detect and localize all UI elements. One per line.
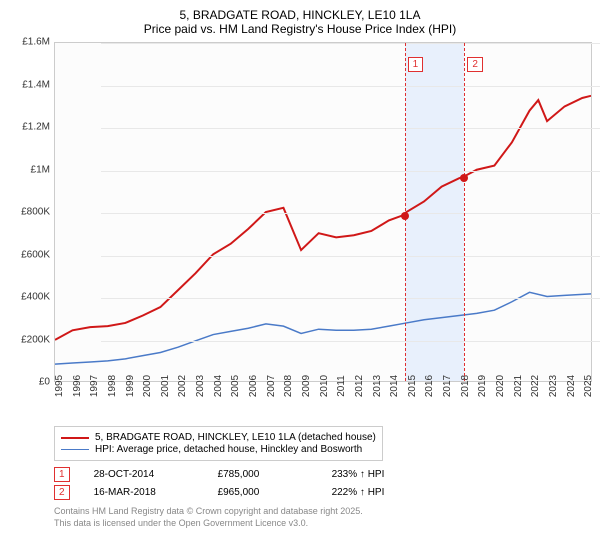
footer-line-1: Contains HM Land Registry data © Crown c… [54, 506, 592, 518]
footer-line-2: This data is licensed under the Open Gov… [54, 518, 592, 530]
ref-label: 2 [467, 57, 483, 72]
y-tick-label: £1M [31, 164, 50, 175]
gridline [101, 256, 600, 257]
data-row: 1 28-OCT-2014 £785,000 233% ↑ HPI [54, 467, 592, 482]
x-tick-label: 1996 [72, 375, 83, 397]
data-row-price: £965,000 [218, 487, 308, 498]
x-tick-label: 2002 [177, 375, 188, 397]
data-row-delta: 222% ↑ HPI [332, 487, 385, 498]
data-row-date: 28-OCT-2014 [94, 469, 194, 480]
x-tick-label: 2021 [513, 375, 524, 397]
chart: £0£200K£400K£600K£800K£1M£1.2M£1.4M£1.6M… [8, 42, 592, 422]
legend-label-property: 5, BRADGATE ROAD, HINCKLEY, LE10 1LA (de… [95, 432, 376, 443]
gridline [101, 298, 600, 299]
x-tick-label: 2006 [248, 375, 259, 397]
x-tick-label: 2005 [230, 375, 241, 397]
plot-area: 12 [54, 42, 592, 382]
ref-label: 1 [408, 57, 424, 72]
gridline [101, 43, 600, 44]
y-tick-label: £1.4M [22, 79, 50, 90]
data-row-delta: 233% ↑ HPI [332, 469, 385, 480]
x-tick-label: 2000 [142, 375, 153, 397]
gridline [101, 86, 600, 87]
y-tick-label: £600K [21, 249, 50, 260]
gridline [101, 341, 600, 342]
y-tick-label: £1.2M [22, 122, 50, 133]
x-tick-label: 2010 [319, 375, 330, 397]
x-tick-label: 2018 [460, 375, 471, 397]
x-tick-label: 2008 [283, 375, 294, 397]
x-tick-label: 2001 [160, 375, 171, 397]
y-axis: £0£200K£400K£600K£800K£1M£1.2M£1.4M£1.6M [8, 42, 54, 382]
x-tick-label: 2003 [195, 375, 206, 397]
y-tick-label: £800K [21, 207, 50, 218]
legend-swatch-hpi [61, 449, 89, 451]
data-row: 2 16-MAR-2018 £965,000 222% ↑ HPI [54, 485, 592, 500]
x-tick-label: 2020 [495, 375, 506, 397]
x-tick-label: 2017 [442, 375, 453, 397]
x-tick-label: 2019 [477, 375, 488, 397]
data-row-id: 1 [54, 467, 70, 482]
marker [401, 212, 409, 220]
legend-swatch-property [61, 437, 89, 439]
x-tick-label: 2023 [548, 375, 559, 397]
x-tick-label: 2022 [530, 375, 541, 397]
marker [460, 174, 468, 182]
x-axis: 1995199619971998199920002001200220032004… [54, 382, 592, 422]
x-tick-label: 2024 [566, 375, 577, 397]
legend-label-hpi: HPI: Average price, detached house, Hinc… [95, 444, 362, 455]
x-tick-label: 1995 [54, 375, 65, 397]
legend-item-hpi: HPI: Average price, detached house, Hinc… [61, 444, 376, 455]
x-tick-label: 1998 [107, 375, 118, 397]
series-property [55, 96, 591, 340]
gridline [101, 171, 600, 172]
x-tick-label: 2016 [424, 375, 435, 397]
gridline [101, 128, 600, 129]
x-tick-label: 2015 [407, 375, 418, 397]
x-tick-label: 1997 [89, 375, 100, 397]
data-row-id: 2 [54, 485, 70, 500]
x-tick-label: 2009 [301, 375, 312, 397]
data-row-price: £785,000 [218, 469, 308, 480]
x-tick-label: 1999 [125, 375, 136, 397]
data-row-date: 16-MAR-2018 [94, 487, 194, 498]
data-table: 1 28-OCT-2014 £785,000 233% ↑ HPI 2 16-MAR-20… [54, 467, 592, 500]
y-tick-label: £1.6M [22, 37, 50, 48]
ref-line [464, 43, 465, 381]
x-tick-label: 2012 [354, 375, 365, 397]
x-tick-label: 2004 [213, 375, 224, 397]
legend: 5, BRADGATE ROAD, HINCKLEY, LE10 1LA (de… [54, 426, 383, 461]
x-tick-label: 2013 [372, 375, 383, 397]
x-tick-label: 2014 [389, 375, 400, 397]
title-line-1: 5, BRADGATE ROAD, HINCKLEY, LE10 1LA [8, 8, 592, 22]
series-hpi [55, 292, 591, 364]
x-tick-label: 2007 [266, 375, 277, 397]
x-tick-label: 2025 [583, 375, 594, 397]
gridline [101, 213, 600, 214]
title-line-2: Price paid vs. HM Land Registry's House … [8, 22, 592, 36]
legend-item-property: 5, BRADGATE ROAD, HINCKLEY, LE10 1LA (de… [61, 432, 376, 443]
y-tick-label: £400K [21, 292, 50, 303]
y-tick-label: £0 [39, 377, 50, 388]
y-tick-label: £200K [21, 334, 50, 345]
x-tick-label: 2011 [336, 375, 347, 397]
